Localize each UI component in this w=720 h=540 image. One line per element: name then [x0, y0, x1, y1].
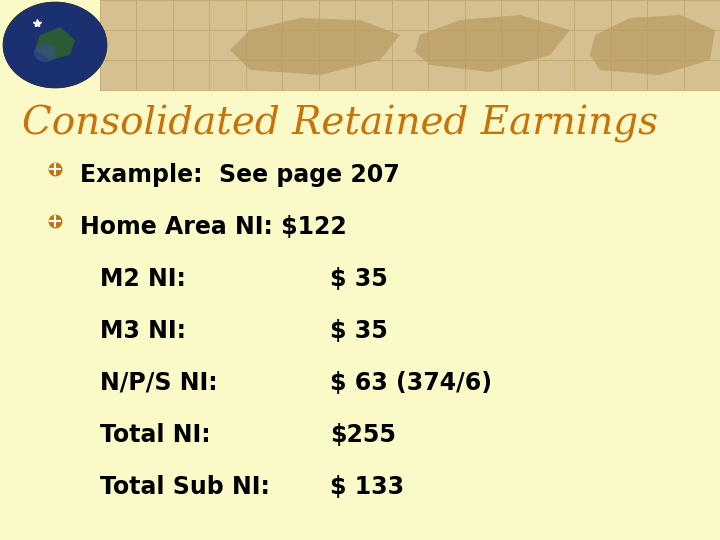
Text: $ 35: $ 35	[330, 267, 388, 291]
Text: Consolidated Retained Earnings: Consolidated Retained Earnings	[22, 105, 658, 143]
Text: Total NI:: Total NI:	[100, 423, 211, 447]
Text: $ 63 (374/6): $ 63 (374/6)	[330, 371, 492, 395]
Ellipse shape	[34, 44, 56, 62]
Polygon shape	[415, 15, 570, 72]
Ellipse shape	[3, 2, 107, 88]
Text: $255: $255	[330, 423, 396, 447]
Bar	[100, 0, 720, 90]
Ellipse shape	[3, 2, 107, 88]
Text: Home Area NI: $122: Home Area NI: $122	[80, 215, 347, 239]
Text: $ 35: $ 35	[330, 319, 388, 343]
Text: M2 NI:: M2 NI:	[100, 267, 186, 291]
Text: M3 NI:: M3 NI:	[100, 319, 186, 343]
Text: N/P/S NI:: N/P/S NI:	[100, 371, 217, 395]
Text: $ 133: $ 133	[330, 475, 404, 499]
Text: Example:  See page 207: Example: See page 207	[80, 163, 400, 187]
Polygon shape	[590, 15, 715, 75]
Text: Total Sub NI:: Total Sub NI:	[100, 475, 270, 499]
Polygon shape	[230, 18, 400, 75]
Polygon shape	[35, 27, 75, 60]
